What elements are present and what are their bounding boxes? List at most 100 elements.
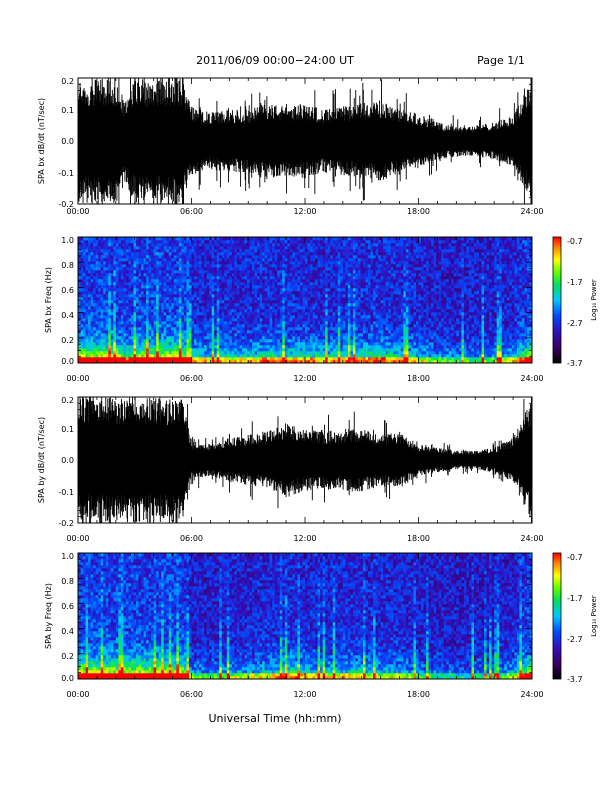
spectrogram-cell	[297, 249, 301, 253]
spectrogram-cell	[176, 279, 180, 283]
spectrogram-cell	[224, 351, 228, 355]
spectrogram-cell	[100, 336, 104, 340]
spectrogram-cell	[252, 330, 255, 334]
spectrogram-cell	[370, 327, 374, 331]
spectrogram-cell	[246, 321, 250, 325]
spectrogram-cell	[221, 315, 225, 319]
spectrogram-cell	[368, 240, 371, 244]
spectrogram-cell	[171, 354, 175, 358]
spectrogram-cell	[294, 339, 298, 343]
spectrogram-cell	[282, 294, 286, 298]
spectrogram-cell	[95, 357, 99, 361]
spectrogram-cell	[257, 258, 260, 262]
spectrogram-cell	[325, 321, 328, 325]
spectrogram-cell	[206, 321, 210, 325]
spectrogram-cell	[90, 297, 94, 301]
spectrogram-cell	[307, 309, 311, 313]
spectrogram-cell	[264, 270, 268, 274]
spectrogram-cell	[249, 300, 253, 304]
spectrogram-cell	[292, 243, 296, 247]
spectrogram-cell	[214, 330, 218, 334]
spectrogram-cell	[128, 252, 132, 256]
spectrogram-cell	[83, 264, 86, 268]
spectrogram-cell	[98, 249, 101, 253]
spectrogram-cell	[244, 288, 248, 292]
spectrogram-cell	[317, 252, 321, 256]
spectrogram-cell	[224, 357, 228, 361]
spectrogram-cell	[267, 336, 270, 340]
spectrogram-cell	[78, 318, 81, 322]
spectrogram-cell	[161, 270, 165, 274]
spectrogram-cell	[98, 318, 101, 322]
spectrogram-cell	[168, 282, 172, 286]
spectrogram-cell	[166, 354, 170, 358]
spectrogram-cell	[305, 333, 308, 337]
spectrogram-cell	[181, 252, 185, 256]
spectrogram-cell	[277, 240, 281, 244]
spectrogram-cell	[347, 357, 351, 361]
spectrogram-cell	[128, 279, 132, 283]
spectrogram-cell	[85, 246, 89, 250]
spectrogram-cell	[229, 273, 233, 277]
spectrogram-cell	[294, 273, 298, 277]
spectrogram-cell	[216, 345, 220, 349]
spectrogram-cell	[287, 279, 291, 283]
spectrogram-cell	[100, 282, 104, 286]
spectrogram-cell	[181, 258, 185, 262]
spectrogram-cell	[153, 288, 157, 292]
spectrogram-cell	[201, 294, 205, 298]
spectrogram-cell	[211, 285, 215, 289]
spectrogram-cell	[78, 246, 81, 250]
spectrogram-cell	[287, 354, 291, 358]
spectrogram-cell	[226, 273, 230, 277]
spectrogram-cell	[330, 309, 334, 313]
spectrogram-cell	[310, 300, 313, 304]
spectrogram-cell	[239, 279, 243, 283]
spectrogram-cell	[264, 294, 268, 298]
spectrogram-cell	[133, 246, 137, 250]
spectrogram-cell	[234, 339, 238, 343]
spectrogram-cell	[181, 342, 185, 346]
spectrogram-cell	[103, 330, 107, 334]
spectrogram-cell	[125, 297, 129, 301]
spectrogram-cell	[108, 333, 112, 337]
spectrogram-cell	[274, 339, 278, 343]
spectrogram-cell	[292, 324, 296, 328]
x-tick-label: 24:00	[520, 207, 543, 216]
spectrogram-cell	[226, 261, 230, 265]
spectrogram-cell	[128, 288, 132, 292]
spectrogram-cell	[133, 336, 137, 340]
spectrogram-cell	[168, 255, 172, 259]
spectrogram-cell	[299, 339, 303, 343]
spectrogram-cell	[211, 240, 215, 244]
spectrogram-cell	[168, 336, 172, 340]
spectrogram-cell	[196, 312, 200, 316]
spectrogram-cell	[262, 333, 265, 337]
spectrogram-cell	[355, 336, 359, 340]
spectrogram-cell	[315, 327, 318, 331]
spectrogram-cell	[83, 360, 86, 364]
spectrogram-cell	[330, 240, 334, 244]
spectrogram-cell	[239, 306, 243, 310]
spectrogram-cell	[194, 318, 197, 322]
spectrogram-cell	[216, 237, 220, 241]
spectrogram-cell	[105, 336, 109, 340]
spectrogram-cell	[332, 264, 336, 268]
spectrogram-cell	[335, 312, 339, 316]
spectrogram-cell	[103, 294, 107, 298]
spectrogram-cell	[310, 321, 313, 325]
spectrogram-cell	[264, 237, 268, 241]
spectrogram-cell	[209, 321, 212, 325]
spectrogram-cell	[95, 345, 99, 349]
spectrogram-cell	[236, 288, 240, 292]
spectrogram-cell	[292, 252, 296, 256]
spectrogram-cell	[322, 273, 326, 277]
spectrogram-cell	[310, 306, 313, 310]
spectrogram-cell	[90, 351, 94, 355]
spectrogram-cell	[206, 339, 210, 343]
spectrogram-cell	[196, 261, 200, 265]
spectrogram-cell	[171, 318, 175, 322]
spectrogram-cell	[186, 357, 190, 361]
spectrogram-cell	[191, 246, 195, 250]
spectrogram-cell	[88, 279, 91, 283]
